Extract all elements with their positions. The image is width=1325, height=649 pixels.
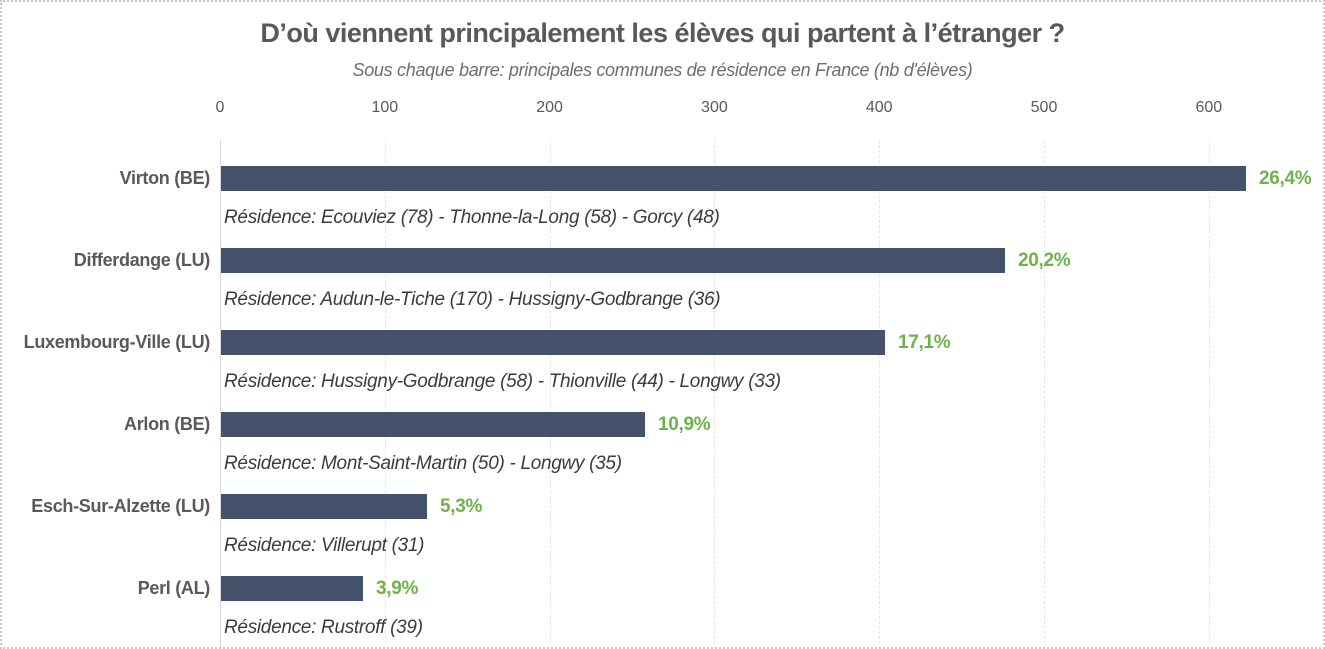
- bar: [221, 494, 427, 519]
- bar: [221, 412, 645, 437]
- gridline: [714, 140, 716, 647]
- gridline: [549, 140, 551, 647]
- residence-label: Résidence: Hussigny-Godbrange (58) - Thi…: [224, 371, 781, 392]
- chart-subtitle: Sous chaque barre: principales communes …: [352, 60, 973, 80]
- x-axis-tick-label: 400: [865, 99, 893, 116]
- category-label: Esch-Sur-Alzette (LU): [31, 496, 210, 516]
- residence-label: Résidence: Rustroff (39): [224, 617, 423, 638]
- residence-label: Résidence: Mont-Saint-Martin (50) - Long…: [224, 453, 622, 474]
- gridline: [879, 140, 881, 647]
- chart-title: D’où viennent principalement les élèves …: [260, 18, 1065, 48]
- category-label: Luxembourg-Ville (LU): [23, 332, 211, 352]
- residence-label: Résidence: Audun-le-Tiche (170) - Hussig…: [224, 289, 721, 310]
- category-label: Perl (AL): [137, 578, 211, 598]
- gridline: [1044, 140, 1045, 647]
- bar: [221, 330, 885, 355]
- percent-label: 20,2%: [1018, 250, 1071, 271]
- gridline: [1208, 140, 1210, 647]
- bar: [221, 248, 1005, 273]
- x-axis-tick-label: 100: [371, 99, 399, 116]
- residence-label: Résidence: Ecouviez (78) - Thonne-la-Lon…: [224, 207, 720, 228]
- x-axis-tick-label: 600: [1195, 99, 1223, 116]
- category-label: Virton (BE): [119, 168, 211, 188]
- bar: [221, 576, 363, 601]
- percent-label: 17,1%: [898, 332, 951, 353]
- percent-label: 5,3%: [440, 496, 483, 517]
- category-label: Differdange (LU): [73, 250, 211, 270]
- percent-label: 10,9%: [658, 414, 711, 435]
- x-axis-tick-label: 500: [1030, 99, 1058, 116]
- axis-zero-line: [220, 140, 221, 647]
- x-axis-tick-label: 300: [701, 99, 728, 116]
- x-axis-tick-label: 200: [536, 99, 563, 116]
- residence-label: Résidence: Villerupt (31): [224, 535, 425, 556]
- percent-label: 3,9%: [376, 578, 419, 599]
- percent-label: 26,4%: [1259, 168, 1312, 189]
- x-axis-tick-label: 0: [215, 99, 225, 116]
- bar: [221, 166, 1246, 191]
- category-label: Arlon (BE): [124, 414, 210, 434]
- gridline: [384, 140, 386, 647]
